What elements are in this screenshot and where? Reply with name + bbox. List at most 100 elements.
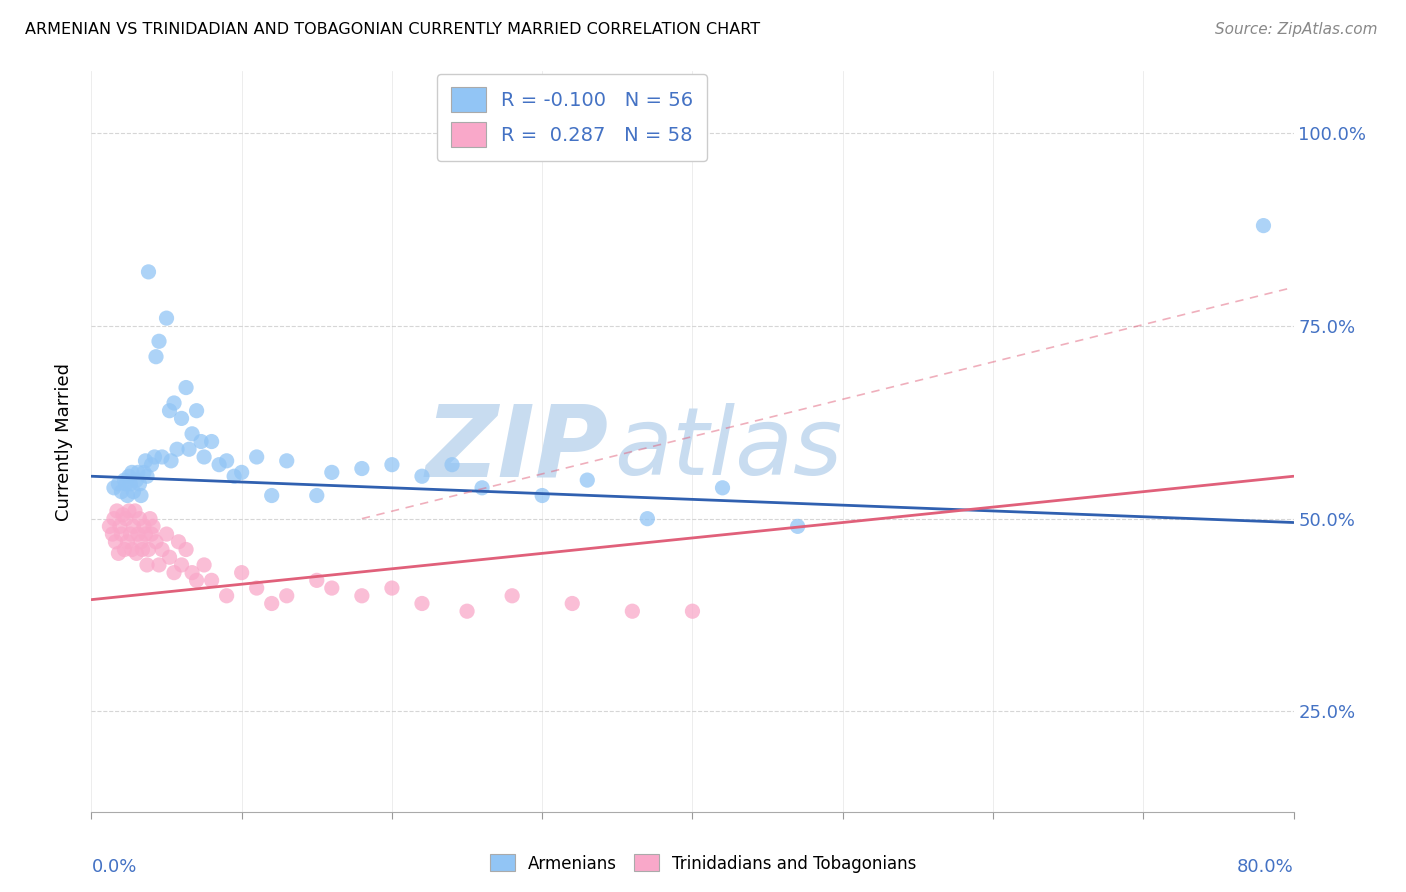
Point bbox=[121, 466, 143, 480]
Point bbox=[163, 396, 186, 410]
Point bbox=[350, 589, 373, 603]
Point bbox=[440, 458, 463, 472]
Point bbox=[711, 481, 734, 495]
Point bbox=[141, 527, 163, 541]
Point bbox=[129, 489, 152, 503]
Point bbox=[121, 542, 143, 557]
Point bbox=[231, 566, 253, 580]
Point bbox=[150, 450, 173, 464]
Point bbox=[101, 527, 124, 541]
Point bbox=[163, 566, 186, 580]
Point bbox=[114, 473, 136, 487]
Point bbox=[321, 581, 343, 595]
Point bbox=[125, 546, 148, 560]
Point bbox=[132, 519, 155, 533]
Point bbox=[110, 484, 132, 499]
Point bbox=[148, 334, 170, 349]
Point bbox=[150, 542, 173, 557]
Text: atlas: atlas bbox=[614, 403, 842, 494]
Point bbox=[104, 534, 127, 549]
Point bbox=[350, 461, 373, 475]
Point bbox=[127, 466, 149, 480]
Point bbox=[471, 481, 494, 495]
Point bbox=[145, 350, 167, 364]
Point bbox=[118, 504, 141, 518]
Point bbox=[141, 458, 163, 472]
Point bbox=[132, 466, 155, 480]
Point bbox=[201, 434, 224, 449]
Point bbox=[115, 511, 138, 525]
Point bbox=[136, 558, 159, 572]
Point bbox=[260, 597, 283, 611]
Text: 80.0%: 80.0% bbox=[1237, 858, 1294, 876]
Point bbox=[129, 534, 152, 549]
Point bbox=[381, 581, 404, 595]
Point bbox=[138, 542, 160, 557]
Point bbox=[142, 519, 165, 533]
Point bbox=[531, 489, 554, 503]
Point bbox=[305, 489, 328, 503]
Point bbox=[193, 558, 215, 572]
Point bbox=[215, 454, 238, 468]
Point bbox=[107, 546, 129, 560]
Point bbox=[131, 542, 153, 557]
Legend: Armenians, Trinidadians and Tobagonians: Armenians, Trinidadians and Tobagonians bbox=[484, 847, 922, 880]
Legend: R = -0.100   N = 56, R =  0.287   N = 58: R = -0.100 N = 56, R = 0.287 N = 58 bbox=[437, 74, 707, 161]
Point bbox=[166, 442, 188, 457]
Point bbox=[260, 489, 283, 503]
Point bbox=[681, 604, 703, 618]
Point bbox=[134, 454, 156, 468]
Point bbox=[103, 511, 125, 525]
Point bbox=[321, 466, 343, 480]
Point bbox=[167, 534, 190, 549]
Point bbox=[174, 380, 197, 394]
Point bbox=[125, 473, 148, 487]
Point bbox=[120, 527, 142, 541]
Point bbox=[181, 566, 204, 580]
Point bbox=[128, 511, 150, 525]
Point bbox=[108, 519, 131, 533]
Point bbox=[501, 589, 523, 603]
Y-axis label: Currently Married: Currently Married bbox=[55, 362, 73, 521]
Point bbox=[381, 458, 404, 472]
Point bbox=[186, 574, 208, 588]
Point bbox=[576, 473, 599, 487]
Point bbox=[139, 511, 162, 525]
Point bbox=[159, 403, 181, 417]
Point bbox=[143, 450, 166, 464]
Point bbox=[114, 542, 136, 557]
Point bbox=[190, 434, 212, 449]
Point bbox=[193, 450, 215, 464]
Point bbox=[120, 477, 142, 491]
Point bbox=[122, 519, 145, 533]
Point bbox=[155, 311, 177, 326]
Point bbox=[411, 597, 433, 611]
Point bbox=[105, 504, 128, 518]
Point bbox=[246, 450, 269, 464]
Point bbox=[124, 504, 146, 518]
Point bbox=[170, 558, 193, 572]
Point bbox=[246, 581, 269, 595]
Point bbox=[160, 454, 183, 468]
Point bbox=[103, 481, 125, 495]
Point bbox=[159, 550, 181, 565]
Point bbox=[134, 527, 156, 541]
Point bbox=[1253, 219, 1275, 233]
Point bbox=[136, 469, 159, 483]
Text: Source: ZipAtlas.com: Source: ZipAtlas.com bbox=[1215, 22, 1378, 37]
Point bbox=[786, 519, 808, 533]
Point bbox=[128, 477, 150, 491]
Point bbox=[118, 469, 141, 483]
Point bbox=[138, 265, 160, 279]
Point bbox=[1253, 820, 1275, 834]
Point bbox=[177, 442, 200, 457]
Point bbox=[110, 527, 132, 541]
Point bbox=[145, 534, 167, 549]
Point bbox=[115, 477, 138, 491]
Text: ARMENIAN VS TRINIDADIAN AND TOBAGONIAN CURRENTLY MARRIED CORRELATION CHART: ARMENIAN VS TRINIDADIAN AND TOBAGONIAN C… bbox=[25, 22, 761, 37]
Point bbox=[98, 519, 121, 533]
Point bbox=[621, 604, 644, 618]
Point bbox=[276, 589, 298, 603]
Point bbox=[224, 469, 246, 483]
Point bbox=[186, 403, 208, 417]
